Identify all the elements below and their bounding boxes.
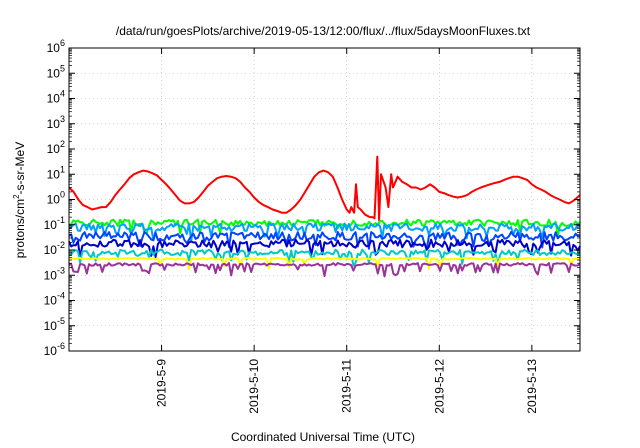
y-tick-label: 10-2 bbox=[44, 240, 65, 257]
flux-series-line bbox=[68, 231, 581, 250]
y-tick-label-exponent: -2 bbox=[57, 240, 65, 250]
y-tick-label-exponent: -4 bbox=[57, 291, 65, 301]
y-tick-label-base: 10 bbox=[44, 268, 58, 282]
y-tick-label-base: 10 bbox=[44, 344, 58, 358]
y-tick-label-exponent: -6 bbox=[57, 341, 65, 351]
y-tick-label-exponent: 6 bbox=[60, 38, 65, 48]
flux-series-line bbox=[68, 248, 581, 267]
y-tick-label-base: 10 bbox=[47, 193, 61, 207]
flux-series-line bbox=[68, 218, 581, 237]
y-tick-label-base: 10 bbox=[44, 243, 58, 257]
y-tick-label: 104 bbox=[47, 89, 65, 106]
flux-series-line bbox=[68, 256, 581, 271]
x-tick-label: 2019-5-11 bbox=[340, 359, 354, 413]
y-axis-label-suffix: -s-sr-MeV bbox=[13, 142, 27, 195]
y-tick-label: 106 bbox=[47, 38, 65, 55]
x-axis-label: Coordinated Universal Time (UTC) bbox=[231, 430, 415, 444]
y-axis-label-prefix: protons/cm bbox=[13, 199, 27, 258]
y-tick-label-base: 10 bbox=[44, 294, 58, 308]
y-tick-label-base: 10 bbox=[44, 319, 58, 333]
y-axis-label-sup: 2 bbox=[12, 194, 21, 199]
y-tick-label-exponent: 1 bbox=[60, 164, 65, 174]
y-tick-label-base: 10 bbox=[44, 218, 58, 232]
x-tick-label: 2019-5-9 bbox=[155, 359, 169, 407]
flux-series-line bbox=[68, 262, 581, 278]
x-tick-label: 2019-5-10 bbox=[247, 359, 261, 414]
y-tick-label: 10-6 bbox=[44, 341, 65, 358]
y-tick-label-exponent: 0 bbox=[60, 190, 65, 200]
flux-series-line bbox=[68, 155, 581, 222]
y-tick-label: 102 bbox=[47, 139, 65, 156]
y-tick-label: 10-1 bbox=[44, 215, 65, 232]
y-tick-label-exponent: 2 bbox=[60, 139, 65, 149]
y-tick-label: 10-3 bbox=[44, 265, 65, 282]
y-tick-label-exponent: -3 bbox=[57, 265, 65, 275]
y-tick-label: 10-5 bbox=[44, 316, 65, 333]
y-tick-label-exponent: 4 bbox=[60, 89, 65, 99]
y-tick-label-base: 10 bbox=[47, 92, 61, 106]
y-axis-label: protons/cm2-s-sr-MeV bbox=[12, 142, 27, 258]
y-tick-label-base: 10 bbox=[47, 142, 61, 156]
axis-ticks: 10-610-510-410-310-210-11001011021031041… bbox=[44, 38, 580, 414]
grid-lines bbox=[69, 48, 580, 351]
y-tick-label-base: 10 bbox=[47, 117, 61, 131]
y-tick-label-exponent: 5 bbox=[60, 63, 65, 73]
y-tick-label: 100 bbox=[47, 190, 65, 207]
y-tick-label: 101 bbox=[47, 164, 65, 181]
y-tick-label-exponent: -5 bbox=[57, 316, 65, 326]
x-tick-label: 2019-5-13 bbox=[525, 359, 539, 414]
y-tick-label-exponent: 3 bbox=[60, 114, 65, 124]
y-tick-label: 105 bbox=[47, 63, 65, 80]
chart-title: /data/run/goesPlots/archive/2019-05-13/1… bbox=[116, 24, 531, 38]
y-tick-label-base: 10 bbox=[47, 41, 61, 55]
y-tick-label-base: 10 bbox=[47, 167, 61, 181]
flux-series-line bbox=[68, 238, 581, 259]
y-tick-label: 10-4 bbox=[44, 291, 65, 308]
y-tick-label-exponent: -1 bbox=[57, 215, 65, 225]
x-tick-label: 2019-5-12 bbox=[432, 359, 446, 414]
series-group bbox=[68, 155, 581, 278]
y-tick-label: 103 bbox=[47, 114, 65, 131]
y-tick-label-base: 10 bbox=[47, 66, 61, 80]
